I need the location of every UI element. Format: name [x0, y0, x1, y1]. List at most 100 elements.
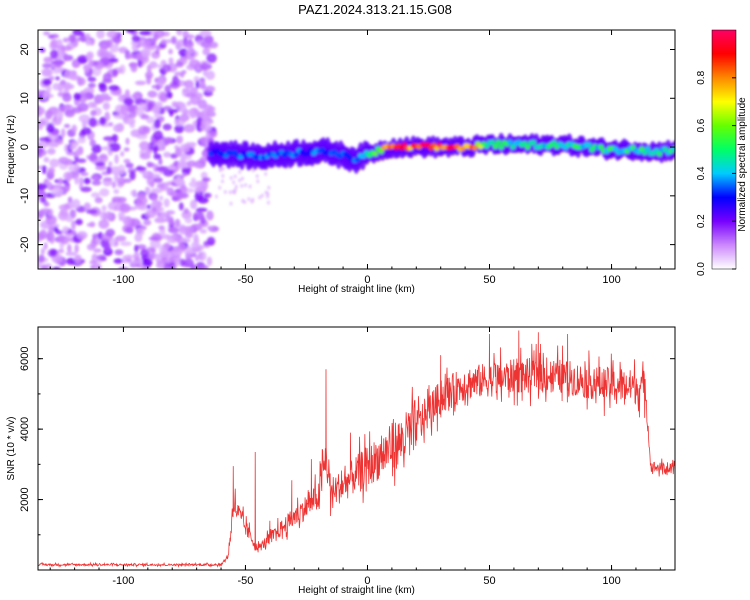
snr-axes: -100 -50 0 50 100 2000 4000 6000 Height of strai… [6, 327, 675, 596]
colorbar-axis: 0.0 0.2 0.4 0.6 0.8 Normalized spectral ampli… [696, 70, 748, 276]
x-tick-label: 50 [483, 274, 495, 286]
noise-cell [107, 201, 117, 211]
noise-cell [93, 248, 102, 253]
noise-cell [256, 179, 260, 184]
noise-cell [201, 136, 206, 147]
noise-cell [95, 161, 106, 167]
noise-cell [103, 177, 113, 182]
noise-cell [108, 57, 119, 63]
noise-cell [58, 177, 64, 185]
noise-cell [158, 195, 164, 201]
noise-cell [234, 184, 238, 189]
noise-cell [126, 54, 136, 59]
noise-cell [102, 72, 112, 83]
noise-cell [119, 241, 132, 247]
noise-cell [152, 199, 158, 207]
noise-cell [183, 258, 194, 268]
noise-cell [154, 112, 160, 119]
noise-cell [266, 200, 270, 205]
noise-cell [85, 38, 91, 46]
noise-cell [66, 257, 76, 265]
colorbar-tick-label: 0.2 [696, 214, 707, 228]
noise-cell [201, 61, 208, 71]
noise-cell [73, 92, 82, 101]
noise-cell [109, 142, 121, 152]
noise-cell [255, 174, 259, 179]
noise-cell [186, 34, 195, 39]
noise-cell [162, 64, 172, 73]
noise-cell [71, 124, 78, 133]
noise-cell [171, 101, 178, 108]
noise-cell [153, 130, 163, 141]
y-tick-label: 20 [19, 43, 31, 55]
noise-cell [131, 44, 139, 52]
colorbar-tick-label: 0.6 [696, 118, 707, 132]
noise-cell [106, 30, 118, 38]
noise-cell [204, 192, 212, 198]
noise-cell [198, 251, 207, 261]
noise-cell [62, 53, 69, 62]
noise-cell [155, 48, 160, 55]
noise-cell [163, 151, 172, 158]
noise-cell [258, 195, 262, 200]
noise-cell [125, 162, 134, 169]
noise-cell [146, 246, 156, 253]
ridge-core [378, 148, 384, 154]
noise-cell [111, 133, 119, 143]
noise-cell [77, 136, 86, 144]
noise-cell [195, 92, 203, 100]
colorbar-tick-label: 0.0 [696, 262, 707, 276]
noise-cell [126, 30, 136, 34]
noise-cell [130, 129, 141, 138]
noise-cell [91, 180, 102, 186]
colorbar-tick-label: 0.4 [696, 166, 707, 180]
colorbar-label: Normalized spectral amplitude [737, 97, 748, 232]
noise-cell [156, 211, 162, 217]
noise-cell [157, 139, 165, 150]
noise-cell [83, 177, 91, 185]
noise-cell [99, 83, 108, 93]
noise-cell [38, 106, 45, 116]
noise-cell [134, 244, 139, 253]
noise-cell [87, 101, 96, 109]
snr-plot [38, 330, 675, 568]
noise-cell [185, 232, 194, 238]
noise-cell [178, 202, 184, 211]
noise-cell [53, 60, 65, 66]
noise-cell [179, 143, 191, 153]
noise-cell [108, 122, 114, 127]
noise-cell [155, 166, 167, 172]
ridge-core [656, 151, 663, 157]
noise-cell [90, 239, 98, 249]
noise-cell [238, 170, 242, 175]
noise-cell [125, 118, 136, 125]
y-tick-label: 0 [19, 144, 31, 150]
noise-cell [221, 179, 225, 184]
noise-cell [62, 37, 70, 43]
noise-cell [96, 48, 107, 58]
x-tick-label: 0 [364, 274, 370, 286]
noise-cell [90, 175, 99, 180]
noise-cell [87, 76, 97, 82]
noise-cell [175, 39, 182, 50]
noise-cell [159, 92, 168, 103]
noise-cell [180, 184, 188, 194]
noise-cell [186, 245, 193, 255]
noise-cell [206, 256, 213, 267]
noise-cell [148, 236, 160, 241]
noise-cell [154, 30, 165, 39]
ridge-cells [207, 132, 675, 174]
noise-cell [153, 153, 162, 160]
colorbar [711, 29, 737, 270]
noise-cell [160, 39, 168, 45]
noise-cell [38, 260, 42, 269]
noise-cell [52, 114, 58, 122]
noise-cell [174, 124, 185, 134]
noise-cell [75, 158, 87, 163]
noise-cell [123, 158, 131, 164]
noise-cell [113, 172, 119, 183]
noise-cell [40, 248, 45, 255]
x-axis-label: Height of straight line (km) [298, 585, 415, 596]
noise-cell [96, 254, 107, 261]
noise-cell [170, 36, 177, 45]
